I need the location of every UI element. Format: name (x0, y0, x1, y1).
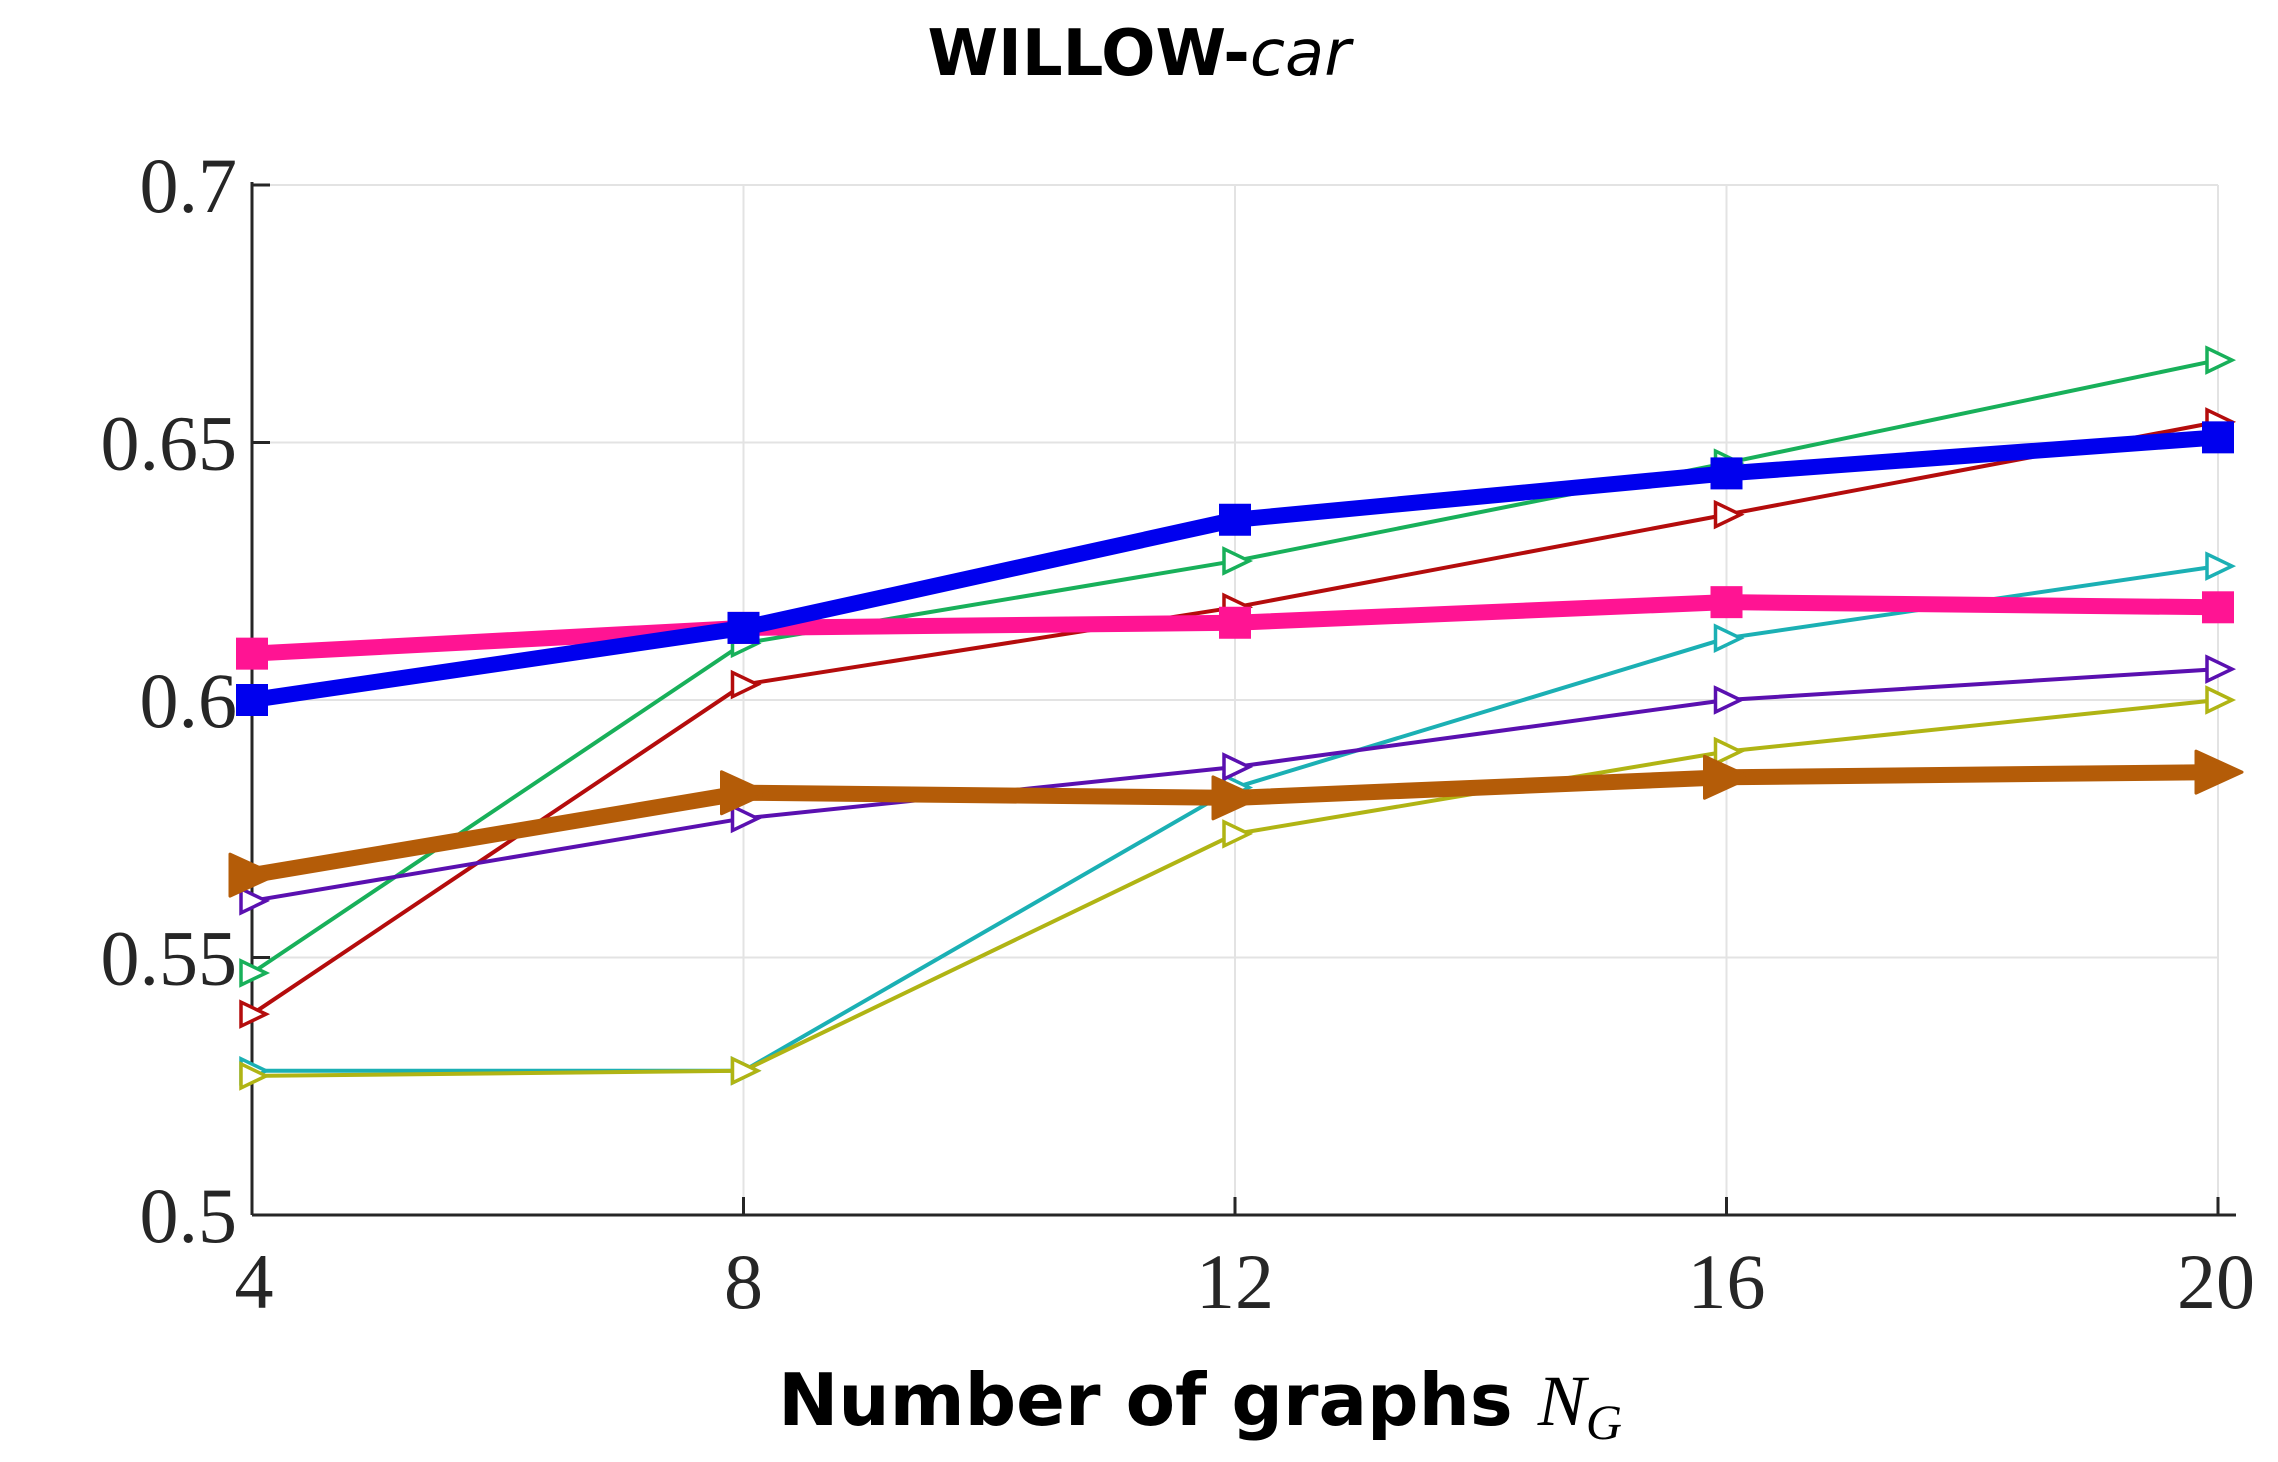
x-tick-labels: 4 8 12 16 20 (235, 1238, 2256, 1325)
data-point (1219, 503, 1251, 536)
data-point (1713, 499, 1745, 530)
data-point (730, 1056, 762, 1086)
data-point (1710, 586, 1743, 619)
data-point (1219, 606, 1251, 639)
x-axis-label-subscript: G (1586, 1394, 1622, 1450)
series-blue (236, 421, 2234, 716)
series-olive (239, 685, 2237, 1091)
y-tick-labels: 0.5 0.55 0.6 0.65 0.7 (101, 142, 238, 1259)
series-group (228, 345, 2244, 1091)
x-tick-label: 4 (235, 1238, 274, 1325)
data-point (1713, 685, 1745, 715)
data-point (1222, 546, 1254, 576)
data-point (2194, 749, 2244, 795)
data-point (2205, 345, 2237, 375)
data-point (236, 637, 268, 670)
data-point (1211, 775, 1261, 821)
data-point (1710, 457, 1743, 490)
data-point (1713, 736, 1745, 767)
x-tick-label: 12 (1196, 1238, 1274, 1325)
y-tick-label: 0.5 (140, 1172, 238, 1259)
x-tick-label: 16 (1688, 1238, 1766, 1325)
data-point (1222, 819, 1254, 849)
data-point (1222, 752, 1254, 782)
series-green (239, 345, 2237, 988)
x-axis-label-text: Number of graphs (778, 1358, 1538, 1442)
chart-title-main: WILLOW- (927, 17, 1249, 91)
y-tick-label: 0.6 (140, 657, 238, 744)
grid-lines (251, 184, 2219, 1216)
series-orange (228, 749, 2244, 898)
x-tick-label: 20 (2177, 1238, 2255, 1325)
data-point (2205, 551, 2237, 581)
y-tick-label: 0.65 (101, 400, 238, 487)
data-point (1703, 754, 1752, 800)
y-tick-label: 0.7 (140, 142, 238, 229)
data-point (239, 999, 271, 1029)
data-point (730, 803, 762, 834)
data-point (720, 770, 769, 816)
data-point (2202, 421, 2234, 454)
series-purple (239, 654, 2237, 916)
x-tick-label: 8 (724, 1238, 763, 1325)
data-point (239, 958, 271, 988)
data-point (2202, 591, 2234, 624)
data-point (236, 684, 268, 716)
series-red (239, 407, 2237, 1029)
data-point (2205, 685, 2237, 715)
chart-title: WILLOW-car (927, 17, 1354, 91)
data-point (228, 852, 278, 898)
data-point (2205, 654, 2237, 684)
data-point (730, 669, 762, 700)
axes (250, 182, 2236, 1217)
x-axis-label-symbol: N (1537, 1361, 1590, 1441)
x-axis-label: Number of graphs NG (778, 1358, 1622, 1450)
data-point (239, 1061, 271, 1091)
chart-title-italic: car (1250, 17, 1354, 91)
data-point (727, 611, 760, 644)
y-tick-label: 0.55 (101, 915, 238, 1002)
data-point (239, 886, 271, 916)
data-point (1713, 623, 1745, 653)
